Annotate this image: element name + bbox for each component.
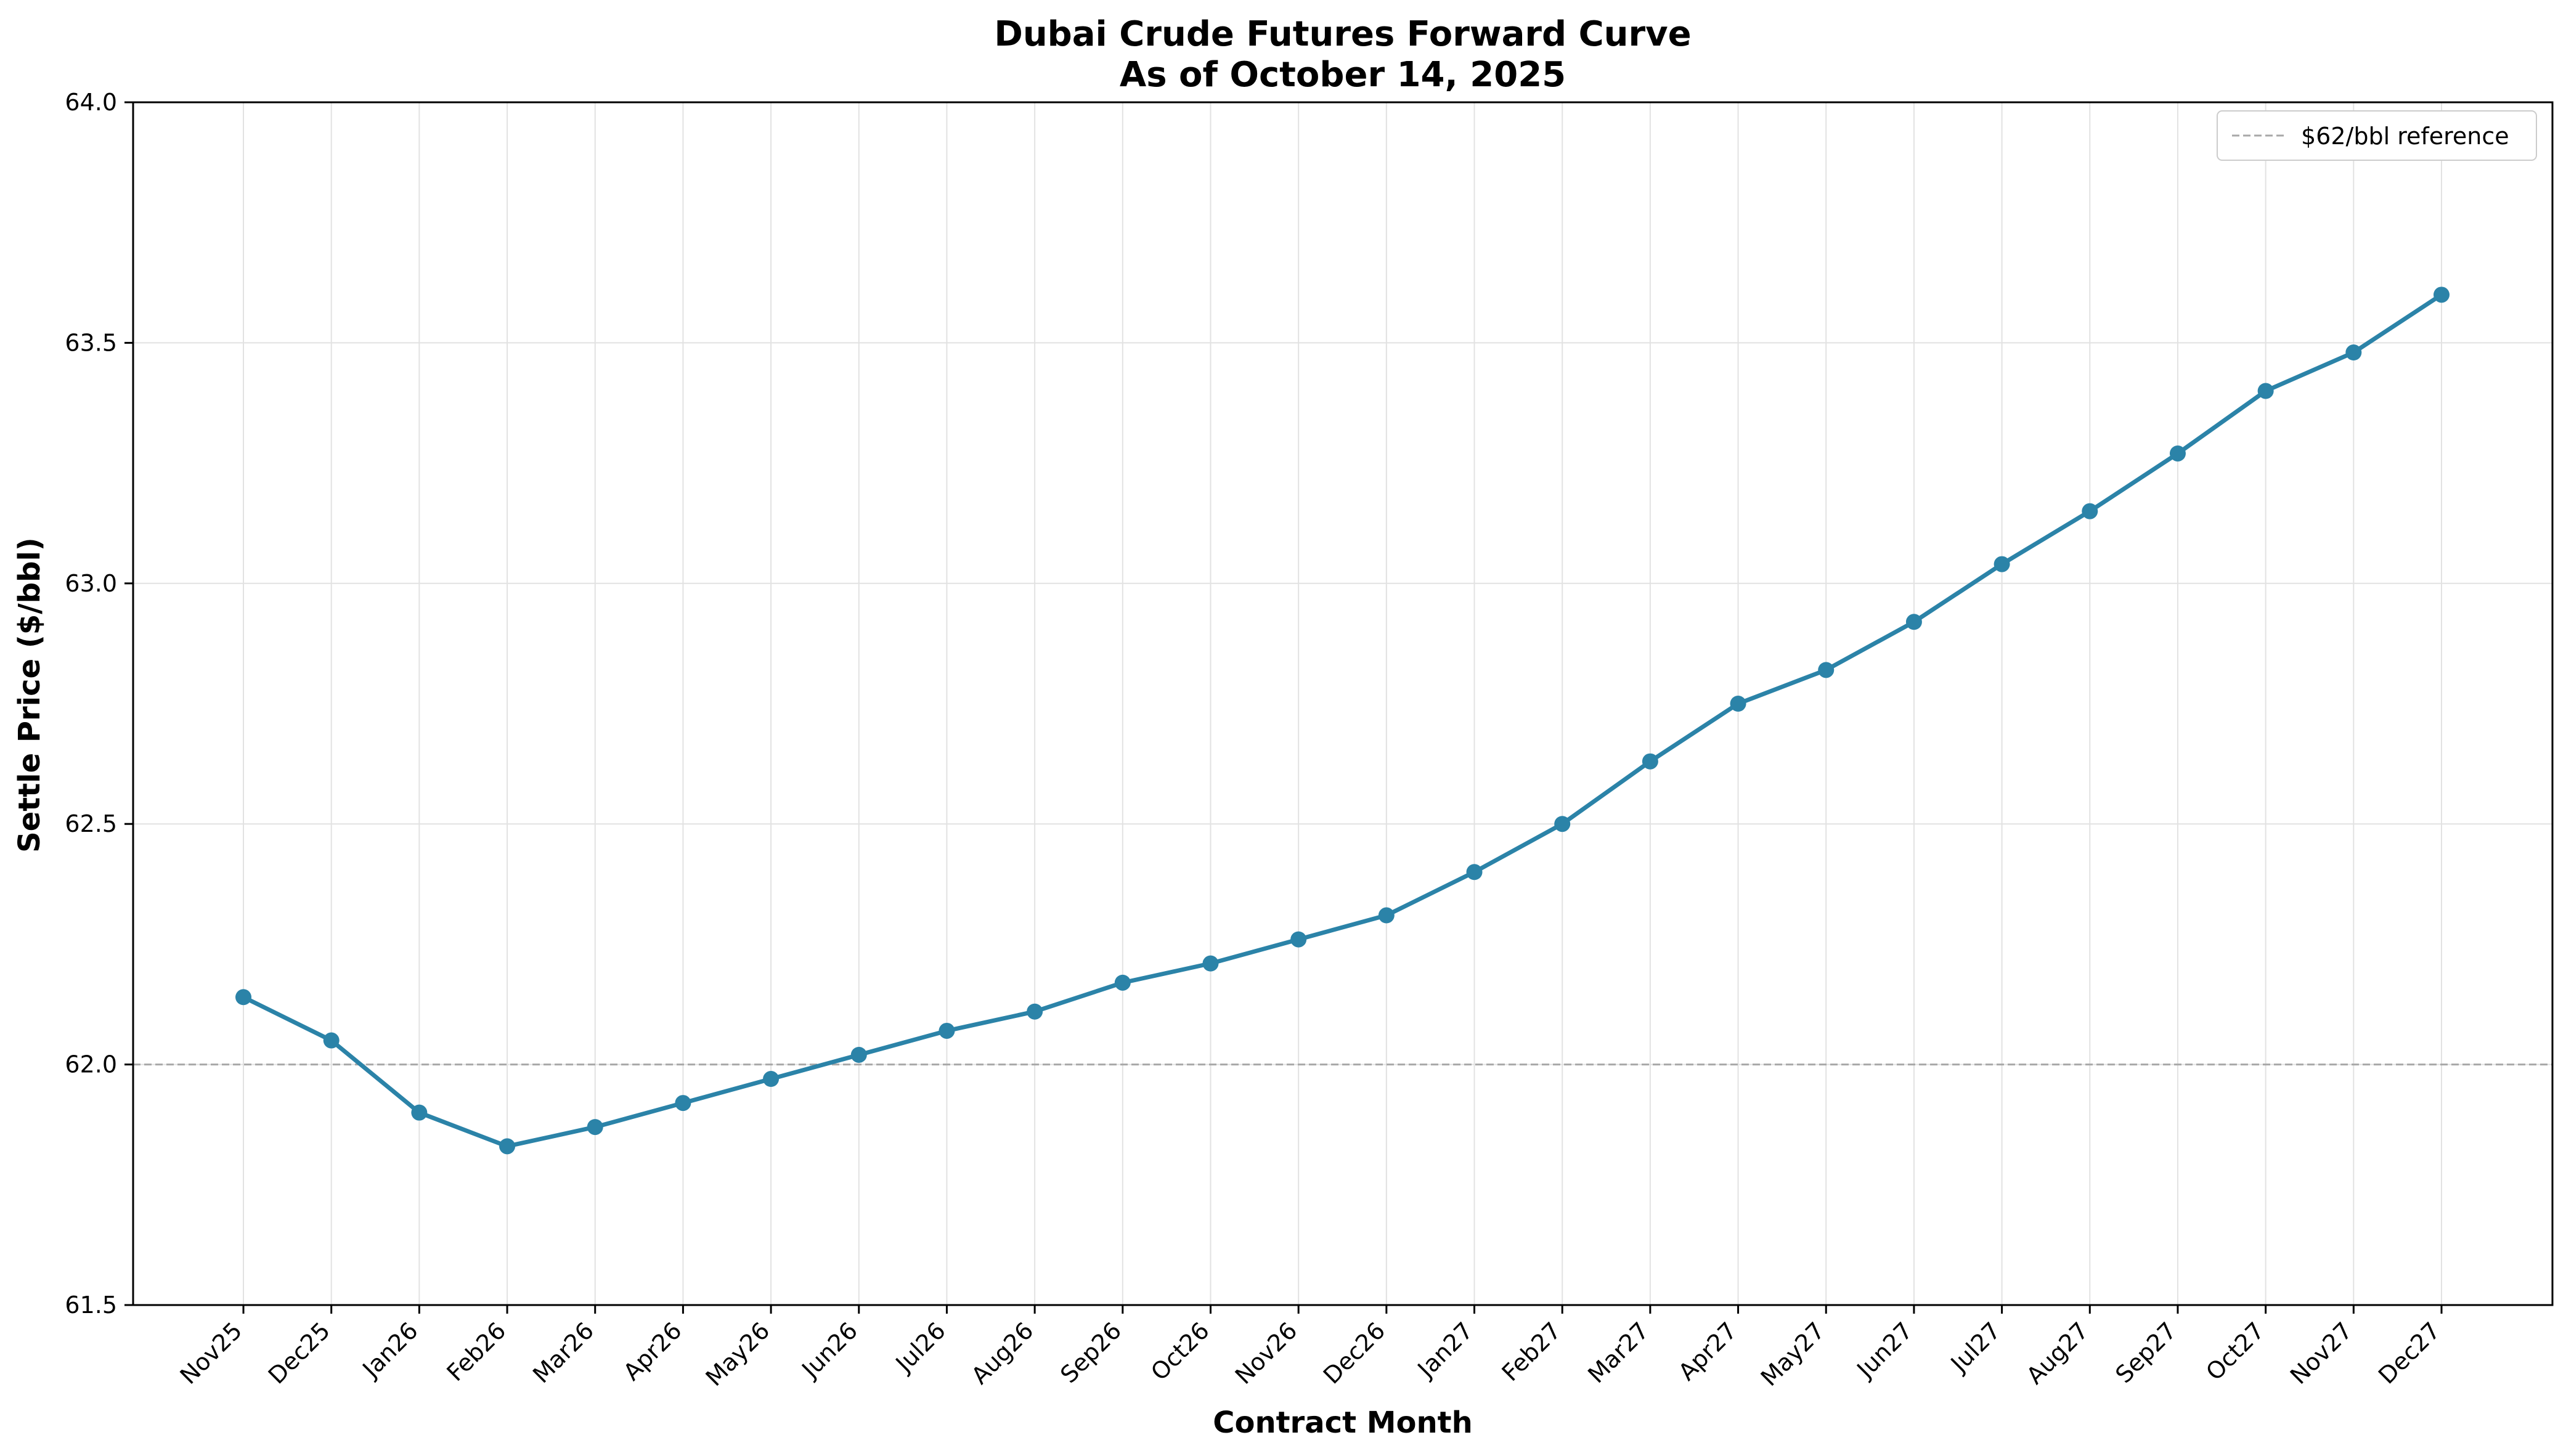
series-line [242,293,2443,1149]
y-tick-label: 63.0 [65,570,117,597]
data-point [1642,753,1658,770]
data-point [2169,445,2186,462]
x-tick-label: Nov26 [1230,1317,1303,1389]
data-point [1114,974,1131,991]
x-tick-label: Mar27 [1582,1317,1654,1388]
x-tick-label: Jul26 [890,1317,951,1378]
y-axis-label: Settle Price ($/bbl) [12,537,47,853]
x-tick-label: Nov27 [2285,1317,2358,1389]
data-point [235,989,251,1006]
data-point [1202,955,1219,972]
y-tick-label: 61.5 [65,1291,117,1319]
x-tick-label: Aug27 [2021,1317,2094,1389]
x-tick-label: Dec27 [2373,1317,2445,1389]
x-tick-label: Feb27 [1497,1317,1566,1386]
data-point [1466,864,1483,881]
data-point [2345,344,2362,361]
data-point [1290,931,1307,948]
x-tick-label: Jan27 [1412,1317,1478,1383]
x-tick-label: Apr26 [618,1317,687,1386]
data-point [587,1119,603,1136]
chart-subtitle: As of October 14, 2025 [1120,55,1566,95]
data-point [1730,696,1746,712]
x-tick-label: Jun27 [1851,1317,1918,1384]
x-tick-label: May26 [701,1317,775,1391]
x-tick-label: Oct26 [1146,1317,1215,1386]
x-tick-label: Jul27 [1945,1317,2006,1378]
x-axis-ticks: Nov25 Dec25 Jan26 Feb26 Mar26 Apr26 May26 Jun26… [175,1305,2445,1391]
data-point [1905,614,1922,630]
data-point [1378,907,1395,924]
x-tick-label: Oct27 [2201,1317,2270,1386]
legend-label-reference: $62/bbl reference [2301,123,2509,150]
data-point [499,1138,516,1155]
series-line-group [235,287,2450,1155]
grid [133,102,2552,1306]
legend: $62/bbl reference [2217,110,2537,161]
data-point [411,1104,428,1121]
x-tick-label: Jun26 [796,1317,863,1384]
y-tick-label: 62.0 [65,1051,117,1078]
plot-frame [132,101,2554,1306]
x-tick-label: Aug26 [966,1317,1039,1389]
y-tick-label: 63.5 [65,329,117,356]
data-point [1994,556,2010,572]
x-tick-label: Jan26 [357,1317,423,1383]
y-axis-ticks: 61.5 62.0 62.5 63.0 63.5 64.0 [65,89,133,1319]
x-tick-label: Mar26 [527,1317,599,1388]
y-tick-label: 62.5 [65,810,117,837]
legend-box [2217,110,2537,161]
data-point [675,1095,691,1112]
data-point [763,1071,780,1088]
x-tick-label: Feb26 [442,1317,511,1386]
x-tick-label: Sep27 [2110,1317,2181,1388]
x-axis-label: Contract Month [1213,1405,1473,1440]
x-tick-label: Dec25 [263,1317,335,1389]
data-point [2257,383,2274,399]
x-tick-label: May27 [1756,1317,1830,1391]
data-point [2082,503,2098,519]
y-tick-label: 64.0 [65,89,117,116]
data-point [323,1032,340,1049]
x-tick-label: Sep26 [1055,1317,1126,1388]
data-point [850,1046,867,1063]
data-point [939,1022,955,1039]
data-point [1027,1003,1043,1020]
data-point [1554,816,1571,832]
x-tick-label: Nov25 [175,1317,248,1389]
x-tick-label: Dec26 [1318,1317,1390,1389]
data-point [1818,662,1835,678]
x-tick-label: Apr27 [1673,1317,1742,1386]
chart-title: Dubai Crude Futures Forward Curve [994,14,1691,54]
data-point [2434,287,2450,303]
